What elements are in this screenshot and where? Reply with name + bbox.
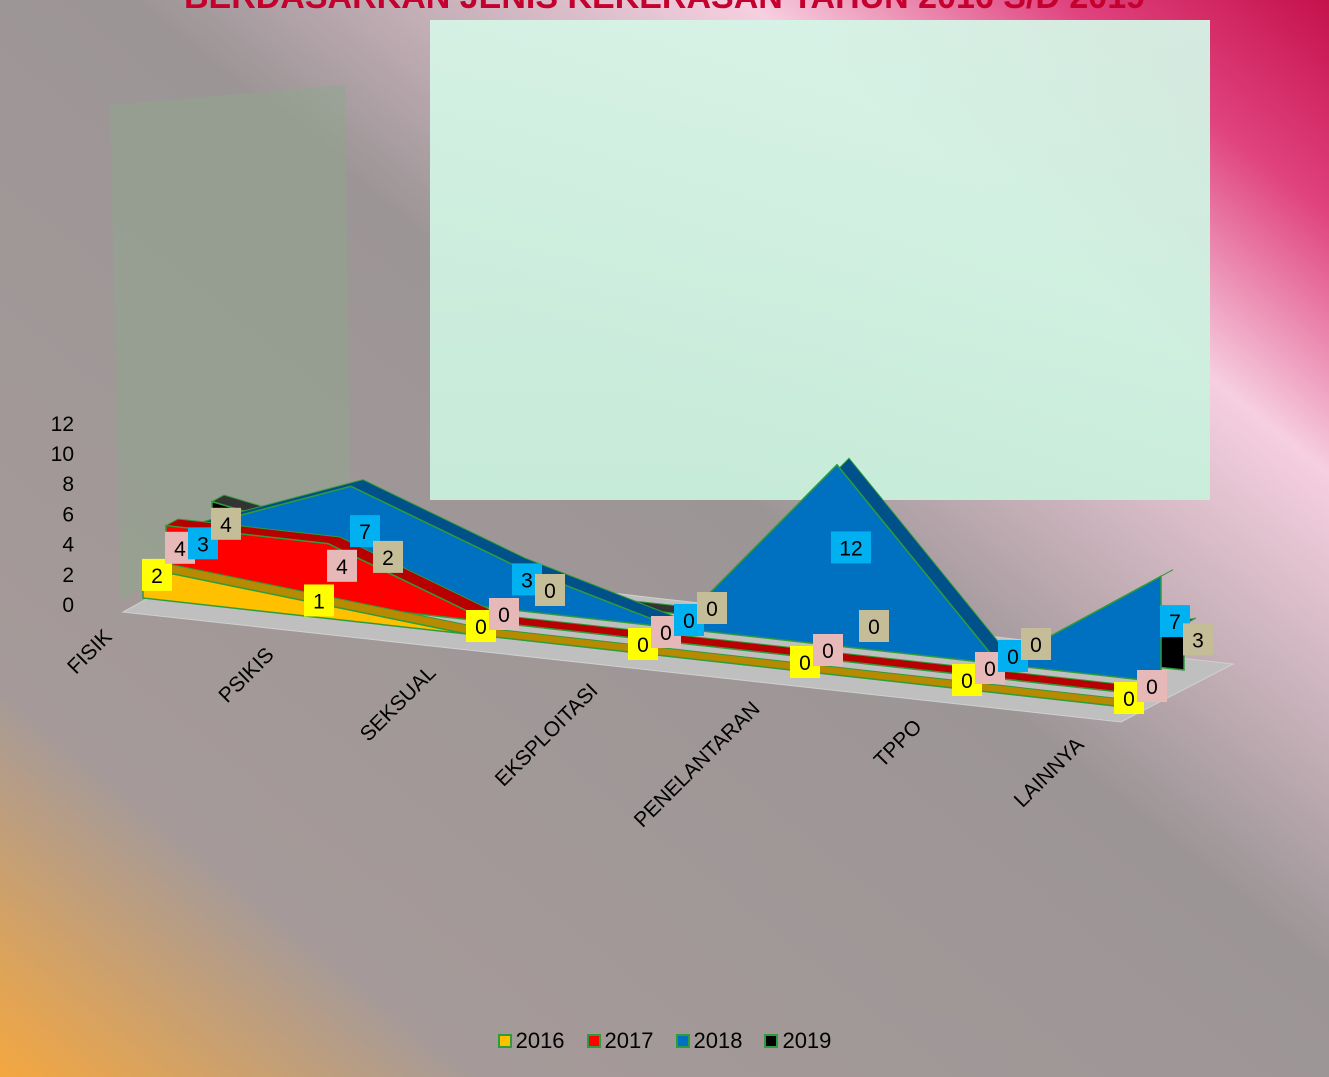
legend-label: 2018 [693, 1028, 743, 1053]
data-label-box [142, 558, 172, 591]
data-label: 0 [706, 598, 718, 621]
data-label: 3 [521, 569, 533, 592]
data-label: 0 [544, 580, 556, 603]
data-label: 3 [197, 533, 209, 556]
data-label: 0 [799, 652, 811, 675]
data-label: 0 [1007, 646, 1019, 669]
data-label: 12 [839, 537, 862, 560]
y-tick-label: 2 [62, 564, 74, 587]
data-label-box [1021, 628, 1051, 660]
legend-label: 2017 [604, 1028, 654, 1053]
legend-item: 2016 [497, 1028, 565, 1054]
data-label: 2 [382, 547, 394, 570]
y-tick-label: 10 [51, 443, 74, 466]
data-label: 0 [637, 634, 649, 657]
data-label: 7 [1169, 611, 1181, 634]
data-label: 1 [313, 590, 325, 613]
legend-item: 2018 [675, 1028, 743, 1054]
legend-item: 2019 [764, 1028, 831, 1054]
data-label: 3 [1192, 629, 1204, 652]
data-label: 0 [1123, 688, 1135, 711]
data-label: 4 [336, 556, 348, 579]
data-label: 2 [151, 565, 163, 588]
legend-swatch [497, 1034, 512, 1048]
legend-swatch [764, 1034, 779, 1048]
data-label: 0 [1146, 676, 1158, 699]
data-label: 4 [174, 538, 186, 561]
data-label: 0 [475, 616, 487, 639]
legend: 2016 2017 2018 2019 [0, 1028, 1329, 1054]
legend-label: 2019 [782, 1028, 832, 1053]
chart-title: BERDASARKAN JENIS KEKERASAN TAHUN 2016 S… [0, 0, 1329, 17]
data-label-box [327, 549, 357, 582]
data-label-box [859, 610, 889, 642]
data-label-box [304, 584, 334, 617]
y-tick-label: 12 [51, 413, 74, 436]
data-label: 0 [822, 640, 834, 663]
data-label: 0 [660, 622, 672, 645]
y-tick-label: 6 [62, 503, 74, 526]
legend-swatch [586, 1034, 601, 1048]
data-label-box [1137, 670, 1167, 702]
data-label-box [489, 598, 519, 630]
data-label: 4 [220, 514, 232, 537]
legend-label: 2016 [515, 1028, 565, 1053]
data-label: 0 [1030, 634, 1042, 657]
data-label: 0 [961, 670, 973, 693]
side-wall [110, 85, 350, 600]
y-tick-label: 8 [62, 473, 74, 496]
legend-item: 2017 [586, 1028, 654, 1054]
data-label-box [535, 574, 565, 606]
back-wall [430, 20, 1210, 500]
data-label-box [813, 634, 843, 666]
data-label: 0 [683, 610, 695, 633]
data-label: 0 [498, 604, 510, 627]
data-label: 0 [868, 616, 880, 639]
data-label-box [373, 540, 403, 573]
data-label: 7 [359, 521, 371, 544]
legend-swatch [675, 1034, 690, 1048]
data-label: 0 [984, 658, 996, 681]
data-label-box [831, 531, 871, 564]
y-tick-label: 0 [62, 594, 74, 617]
data-label-box [211, 507, 241, 540]
data-label-box [1183, 623, 1213, 656]
y-tick-label: 4 [62, 534, 74, 557]
data-label-box [697, 592, 727, 624]
